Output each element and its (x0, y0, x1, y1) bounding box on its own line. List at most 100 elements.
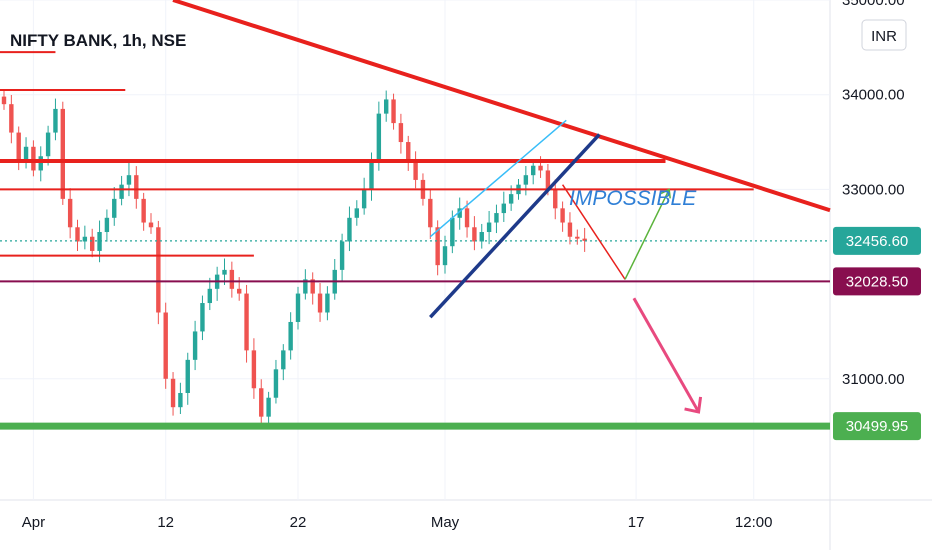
candle (251, 338, 257, 399)
channel-upper-line (429, 119, 567, 238)
candle (553, 179, 558, 220)
candle (295, 286, 301, 330)
x-tick-label: 12 (157, 514, 174, 531)
candle-body (126, 175, 132, 185)
candle-body (266, 397, 271, 417)
candle-body (97, 232, 102, 251)
candle-body (200, 303, 205, 332)
chart-title: NIFTY BANK, 1h, NSE (10, 31, 186, 50)
candle (53, 98, 58, 141)
candle (148, 213, 154, 234)
candle (82, 225, 88, 250)
candle (486, 210, 492, 245)
candle-body (192, 331, 198, 360)
candle-body (119, 184, 124, 199)
price-badge-box (833, 412, 921, 441)
candle (141, 192, 146, 231)
candle (207, 277, 212, 311)
candle (281, 344, 286, 381)
annotation-impossible: IMPOSSIBLE (569, 187, 697, 210)
price-badge-support: 32028.50 (833, 267, 921, 296)
candle-body (163, 312, 168, 379)
candle-body (45, 132, 51, 157)
x-tick-label: 22 (290, 514, 307, 531)
price-badge-label: 32456.60 (846, 233, 909, 250)
candle (229, 261, 235, 298)
candle-body (339, 241, 345, 270)
price-axis[interactable]: 35000.00 34000.00 33000.00 31000.00 (842, 0, 905, 388)
candle-body (428, 198, 433, 228)
candle-body (354, 208, 359, 218)
candle (288, 312, 293, 360)
time-axis[interactable]: Apr 12 22 May 17 12:00 (22, 514, 773, 531)
x-tick-label: Apr (22, 514, 45, 531)
candle (560, 201, 565, 232)
candle-body (75, 227, 80, 242)
candle-body (553, 189, 558, 209)
candle-body (303, 279, 308, 294)
candle-body (112, 198, 117, 218)
candle (1, 90, 7, 110)
candle-body (545, 170, 551, 190)
price-badge-box (833, 226, 921, 255)
candle-body (531, 165, 536, 176)
x-tick-label: 12:00 (735, 514, 773, 531)
candle (266, 391, 271, 425)
candle (567, 212, 573, 245)
candle (317, 283, 323, 322)
price-badge-label: 32028.50 (846, 273, 909, 290)
candle-body (222, 269, 227, 275)
bearish-arrowhead (684, 396, 703, 414)
candle (354, 200, 359, 226)
candle-body (82, 236, 88, 242)
price-badge-major-support: 30499.95 (833, 412, 921, 441)
candle-body (281, 350, 286, 370)
candle-body (538, 165, 543, 171)
candle-body (295, 293, 301, 322)
candle (494, 204, 499, 234)
candle (75, 219, 80, 251)
projection-up-line (624, 189, 670, 280)
candle-body (384, 99, 389, 114)
candle (9, 94, 14, 144)
candle (31, 140, 36, 177)
candle (310, 272, 315, 305)
candle (464, 200, 470, 238)
candle-body (376, 113, 382, 161)
candle-body (523, 175, 529, 185)
candle-body (560, 208, 565, 223)
candle-body (67, 198, 73, 228)
candle (472, 216, 477, 251)
candle-body (508, 194, 514, 204)
candle (325, 286, 330, 321)
candle (391, 93, 396, 130)
x-tick-label: May (431, 514, 460, 531)
candle (259, 379, 264, 426)
candle-body (207, 288, 212, 304)
price-badge-last-price: 32456.60 (833, 226, 921, 255)
candle (479, 223, 484, 249)
currency-label: INR (871, 28, 897, 45)
candle (178, 382, 183, 415)
candle-body (369, 160, 374, 190)
candle-body (391, 99, 396, 124)
candle (45, 125, 51, 166)
price-pane-background (0, 0, 830, 500)
candlestick-series (1, 90, 587, 426)
candle (531, 159, 536, 185)
y-tick-label: 35000.00 (842, 0, 905, 9)
candle-body (494, 213, 499, 223)
candle-body (104, 217, 110, 233)
candle (23, 137, 29, 169)
candle (442, 235, 448, 274)
currency-button[interactable]: INR (861, 19, 907, 51)
candle-body (457, 208, 462, 218)
candle (384, 90, 389, 122)
y-tick-label: 34000.00 (842, 87, 905, 104)
candle (38, 146, 43, 182)
candle-body (288, 321, 293, 351)
candle-body (251, 350, 257, 389)
candle-body (237, 288, 242, 294)
